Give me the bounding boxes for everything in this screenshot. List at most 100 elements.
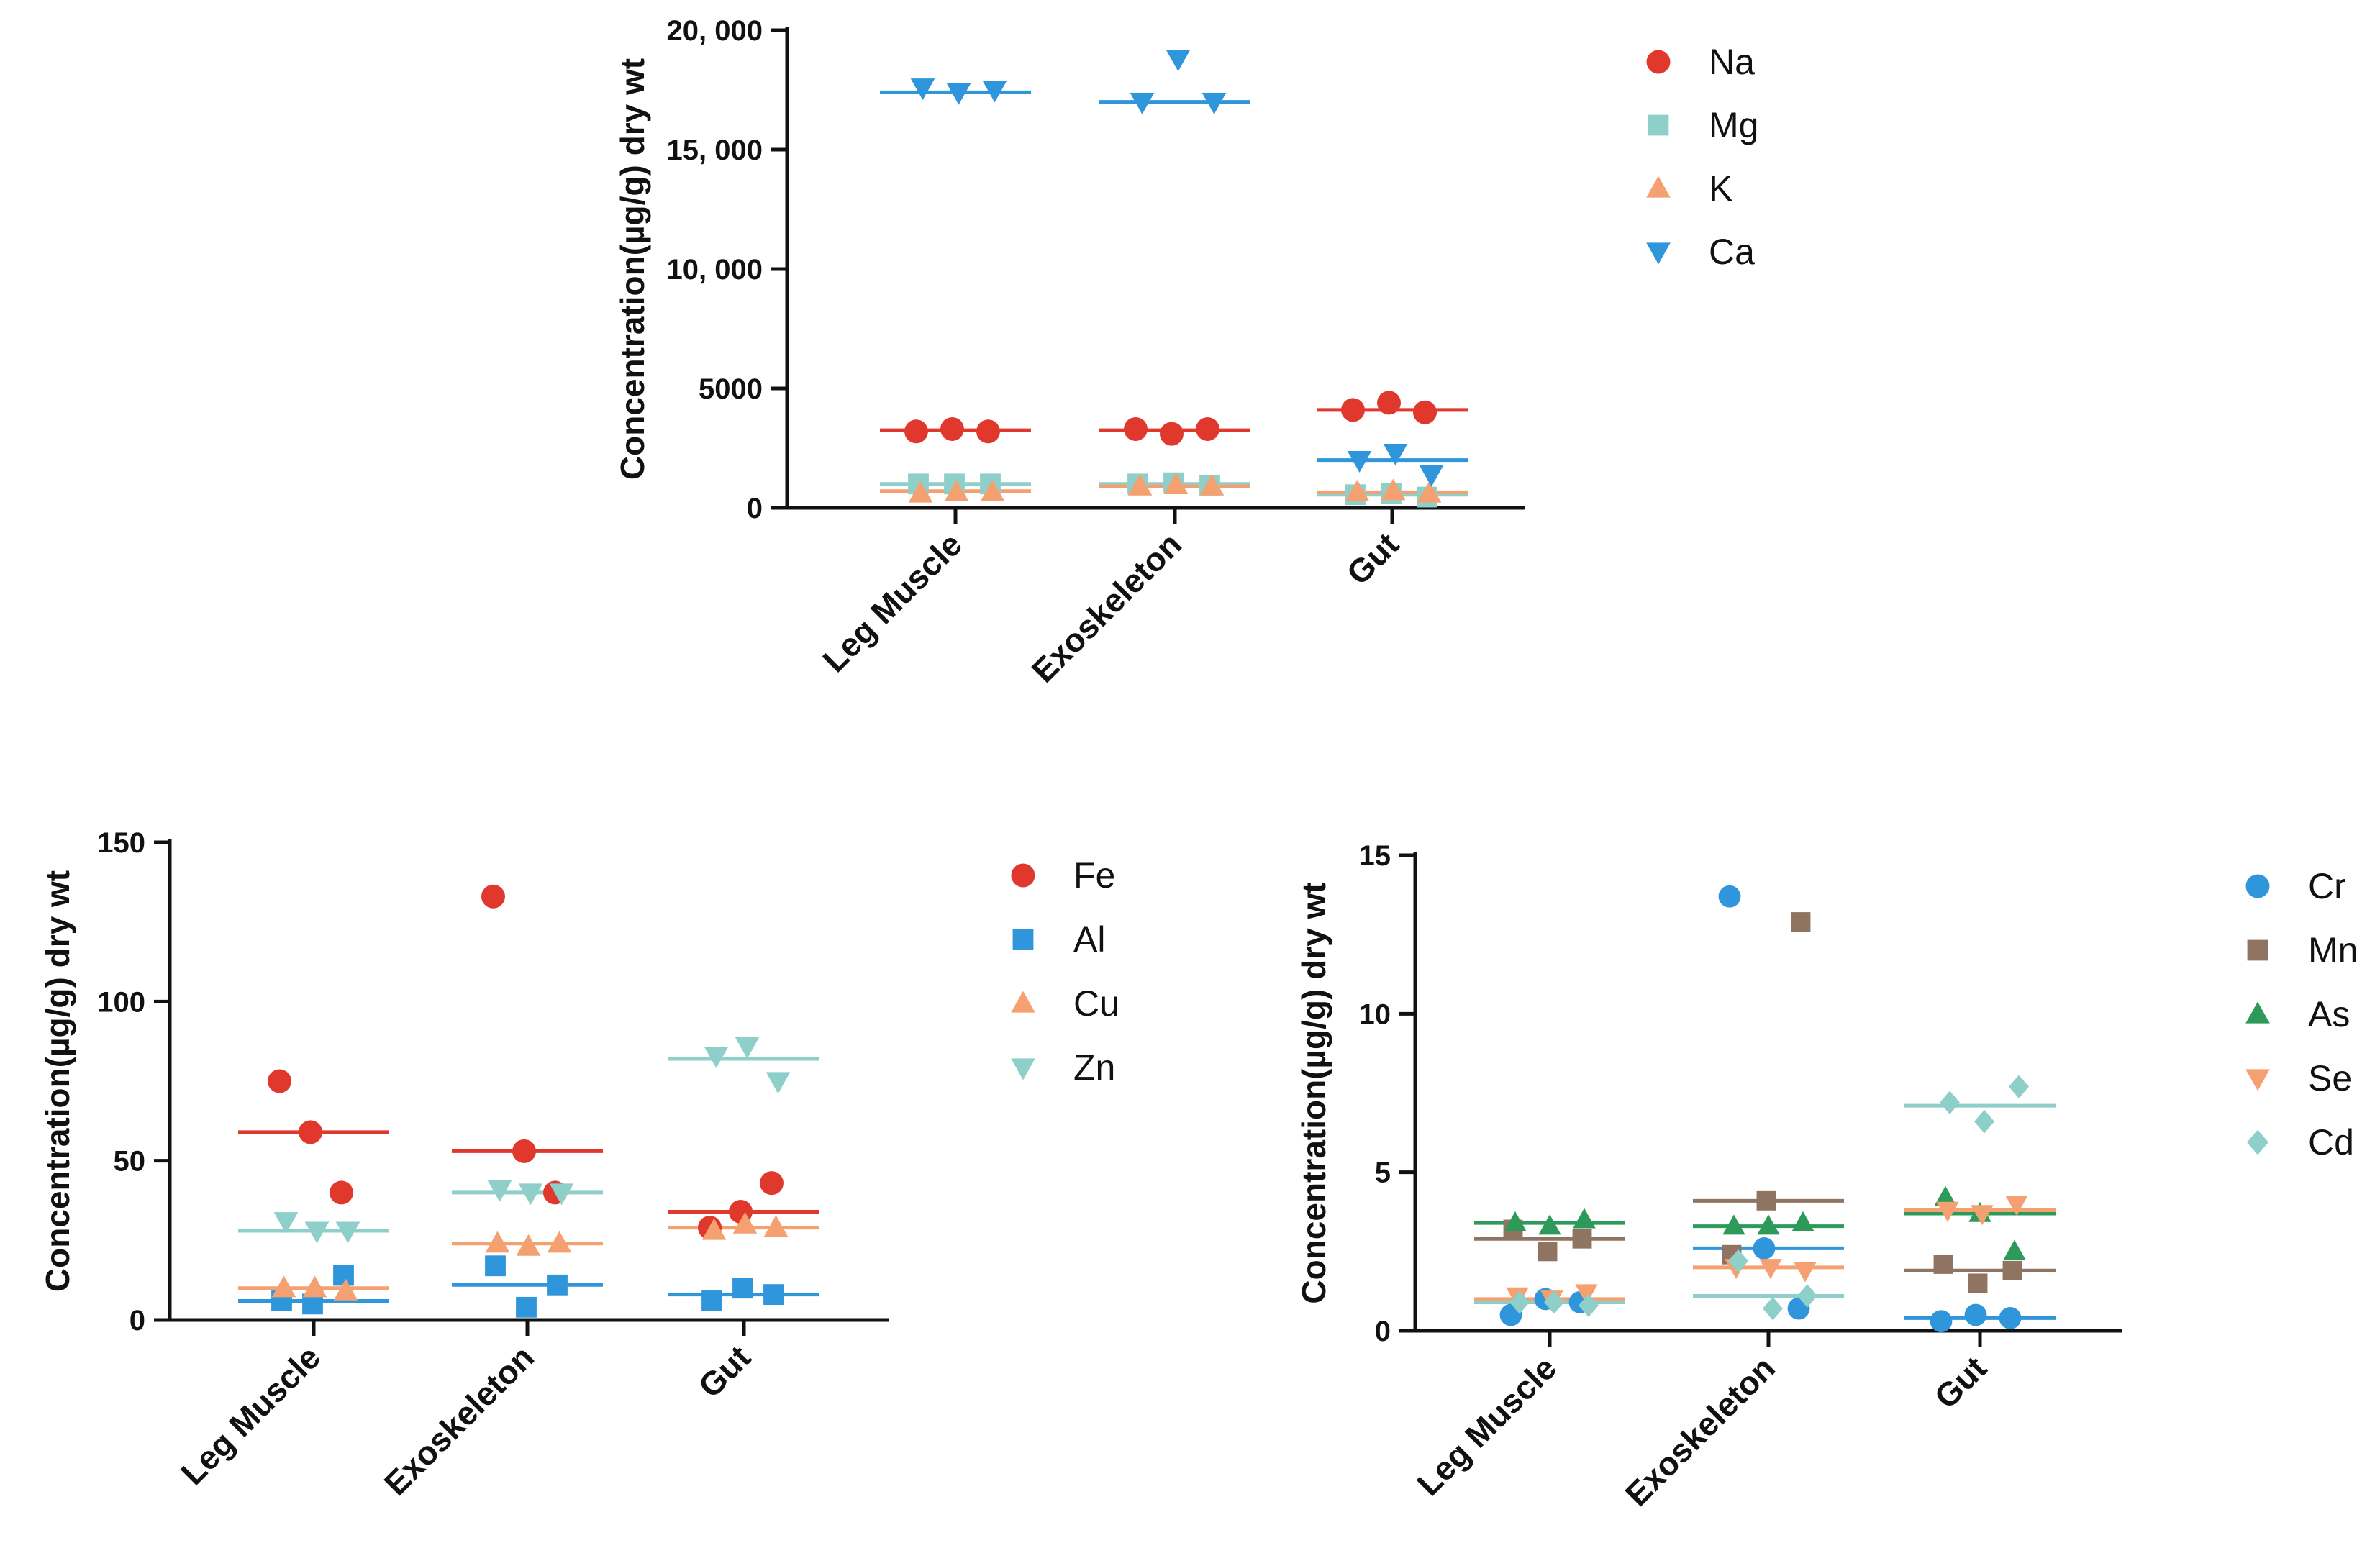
x-category-label: Exoskeleton: [377, 1338, 541, 1502]
data-point-k: [1127, 473, 1153, 496]
data-point-cu: [302, 1275, 327, 1298]
data-point-se: [1575, 1284, 1598, 1305]
data-point-as: [1757, 1214, 1780, 1235]
y-tick-label: 10: [1359, 998, 1391, 1030]
data-point-as: [2003, 1239, 2026, 1260]
data-point-zn: [304, 1221, 330, 1244]
x-category-label: Leg Muscle: [1409, 1349, 1563, 1503]
data-point-cd: [1763, 1296, 1783, 1321]
data-point-zn: [487, 1180, 512, 1202]
data-point-fe: [299, 1120, 322, 1144]
data-point-se: [1794, 1262, 1817, 1283]
data-point-al: [732, 1278, 753, 1299]
data-point-cr: [1964, 1303, 1987, 1326]
x-category-label: Exoskeleton: [1025, 525, 1189, 689]
y-tick-label: 0: [747, 493, 763, 524]
data-point-al: [763, 1284, 784, 1305]
data-point-cu: [732, 1211, 758, 1234]
data-point-as: [1504, 1211, 1527, 1231]
data-point-fe: [330, 1180, 353, 1205]
data-point-k: [1163, 473, 1189, 495]
legend-marker-k: [1646, 176, 1671, 198]
data-point-k: [1381, 478, 1406, 501]
data-point-na: [1196, 416, 1219, 441]
legend: Fe Al Cu Zn: [1011, 855, 1119, 1088]
data-point-k: [944, 480, 969, 502]
data-point-mn: [1538, 1242, 1558, 1262]
x-category-label: Exoskeleton: [1618, 1349, 1782, 1513]
data-point-zn: [735, 1037, 760, 1059]
data-point-as: [1934, 1185, 1957, 1206]
data-point-mn: [2002, 1260, 2022, 1280]
data-point-zn: [549, 1183, 574, 1206]
legend-label-al: Al: [1073, 919, 1105, 960]
y-axis-title: Concentration(µg/g) dry wt: [39, 870, 76, 1292]
data-point-cr: [1753, 1237, 1776, 1260]
data-point-as: [1573, 1208, 1596, 1229]
x-category-label: Leg Muscle: [815, 525, 969, 679]
data-point-mn: [1968, 1273, 1988, 1293]
data-point-zn: [273, 1212, 299, 1234]
data-point-na: [1160, 422, 1184, 446]
data-point-k: [980, 480, 1005, 502]
data-point-cu: [763, 1215, 789, 1237]
legend-marker-cu: [1011, 991, 1035, 1013]
legend: Na Mg K Ca: [1646, 42, 1758, 272]
data-point-zn: [766, 1072, 791, 1094]
data-point-ca: [1202, 93, 1227, 114]
data-point-fe: [512, 1139, 536, 1163]
data-point-al: [333, 1265, 354, 1286]
data-point-cu: [516, 1234, 541, 1256]
data-point-cd: [1579, 1293, 1599, 1317]
x-category-label: Leg Muscle: [173, 1338, 327, 1492]
legend-label-cu: Cu: [1073, 983, 1119, 1024]
data-point-se: [1936, 1201, 1959, 1222]
legend-marker-mg: [1648, 114, 1669, 136]
data-point-cd: [1544, 1290, 1564, 1314]
data-point-cr: [1999, 1306, 2022, 1329]
data-point-fe: [481, 884, 505, 909]
data-point-mn: [1933, 1255, 1953, 1274]
data-point-zn: [335, 1221, 360, 1244]
data-point-ca: [1130, 93, 1155, 114]
data-point-fe: [760, 1171, 784, 1196]
y-axis-title: Concentration(µg/g) dry wt: [614, 58, 651, 480]
data-point-cu: [333, 1278, 358, 1301]
data-point-cu: [271, 1275, 296, 1298]
data-point-na: [1124, 416, 1148, 441]
legend: Cr Mn As Se Cd: [2245, 866, 2358, 1162]
data-point-cd: [1940, 1091, 1960, 1114]
data-point-ca: [946, 83, 971, 105]
data-point-zn: [704, 1046, 729, 1068]
legend-marker-cd: [2247, 1129, 2268, 1155]
data-point-k: [1417, 481, 1442, 503]
data-point-se: [1971, 1205, 1994, 1226]
data-point-k: [908, 481, 933, 503]
data-point-na: [940, 416, 964, 441]
y-tick-label: 50: [114, 1146, 146, 1178]
data-point-al: [547, 1274, 568, 1296]
legend-marker-al: [1012, 929, 1034, 950]
data-point-fe: [268, 1069, 291, 1093]
data-point-cu: [485, 1231, 510, 1253]
data-point-ca: [910, 78, 935, 101]
data-point-ca: [982, 81, 1007, 103]
panel-1: 0 5000 10, 000 15, 000 20, 000 Leg Muscle Exos…: [614, 15, 1758, 690]
legend-marker-as: [2245, 1001, 2270, 1024]
legend-label-ca: Ca: [1709, 232, 1755, 272]
y-tick-label: 0: [1375, 1316, 1391, 1347]
y-axis-title: Concentration(µg/g) dry wt: [1295, 882, 1332, 1303]
legend-label-fe: Fe: [1073, 855, 1115, 896]
y-tick-label: 0: [130, 1305, 145, 1337]
data-point-al: [701, 1290, 722, 1311]
y-tick-label: 15, 000: [667, 135, 763, 166]
legend-label-k: K: [1709, 168, 1732, 209]
data-point-cu: [701, 1218, 727, 1240]
data-point-na: [1413, 400, 1437, 424]
data-point-cd: [1797, 1284, 1817, 1308]
data-point-al: [516, 1296, 537, 1318]
legend-marker-ca: [1646, 242, 1671, 265]
panel-2: 0 50 100 150 Leg Muscle Exoskeleton Gut Concent…: [39, 827, 1119, 1503]
data-point-cu: [547, 1231, 572, 1253]
